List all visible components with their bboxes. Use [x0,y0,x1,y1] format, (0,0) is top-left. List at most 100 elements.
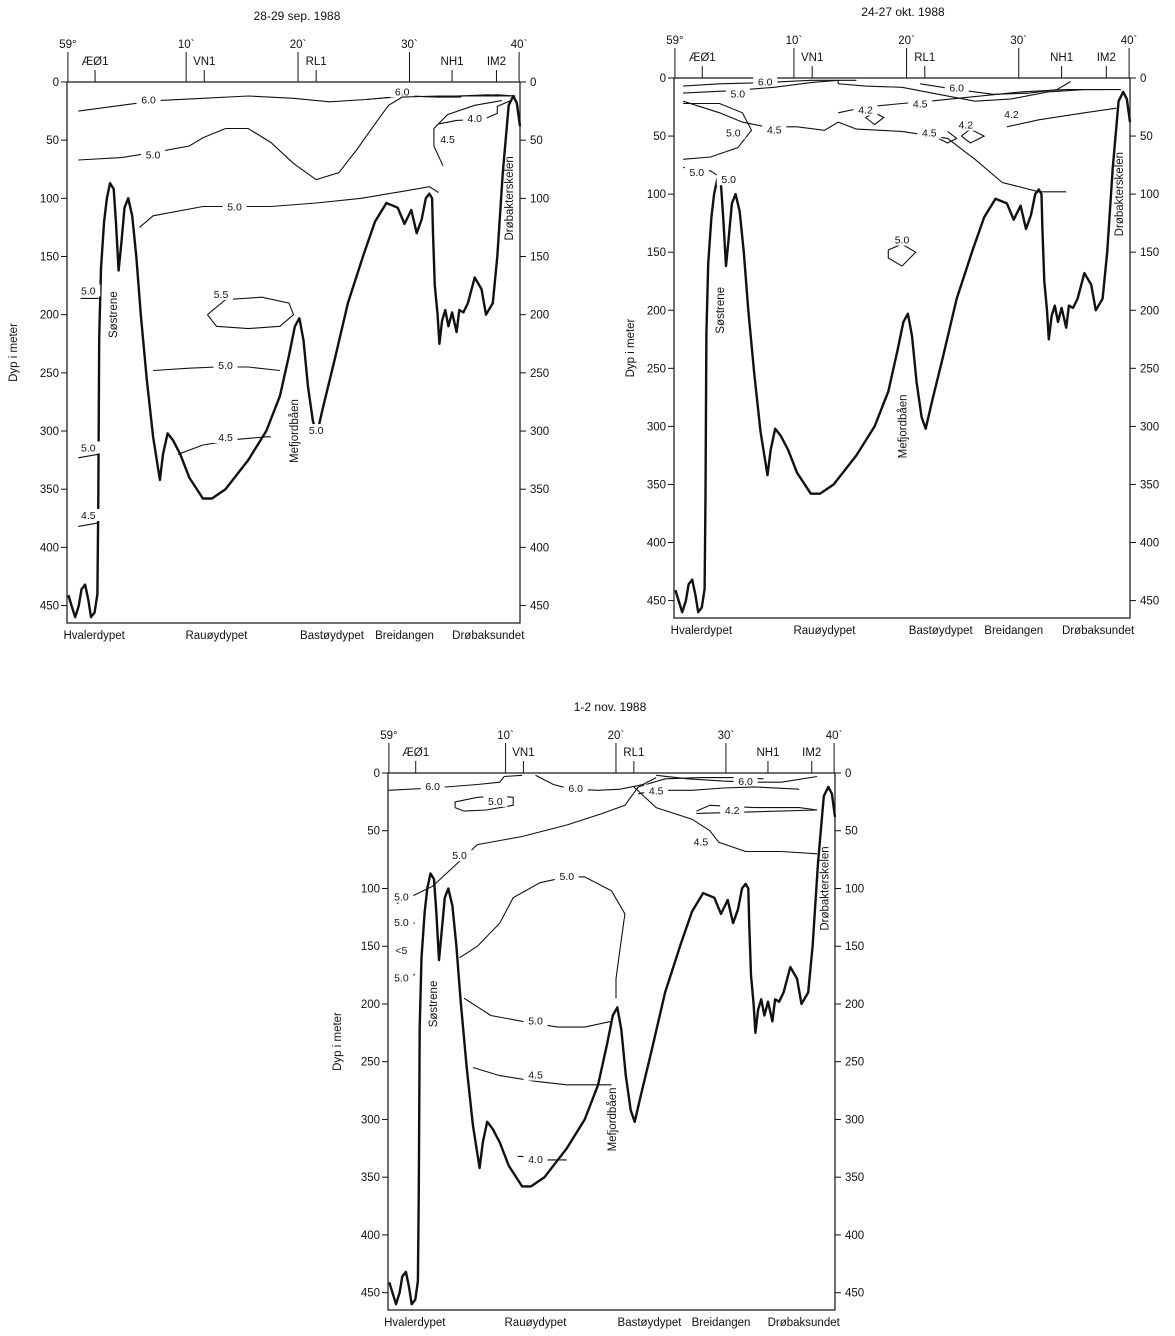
isoline [78,522,99,527]
lon-label: 40` [1121,35,1138,47]
sostrene-label: Søstrene [108,291,120,338]
y-tick-label-right: 400 [1140,538,1159,550]
basin-label: Rauøydypet [185,630,248,642]
lon-label: 59° [59,39,76,51]
isoline-label-bg [209,287,234,300]
y-tick-label-left: 0 [53,77,59,89]
y-tick-label-left: 150 [40,252,59,264]
y-tick-label-right: 400 [530,542,549,554]
y-tick-label-right: 100 [1140,189,1159,201]
lon-label: 20` [608,730,625,742]
isoline-label: 5.0 [452,850,467,862]
y-tick-label-right: 300 [1140,421,1159,433]
y-tick-label-right: 150 [845,941,864,953]
isoline [438,100,512,125]
y-tick-label-right: 250 [1140,363,1159,375]
isoline-label-bg [390,85,415,98]
lon-label: 30` [1010,35,1027,47]
isoline-label-bg [890,233,914,246]
isoline-label: 5.5 [214,289,229,301]
panel-frame [66,81,521,624]
y-tick-label-left: 250 [40,368,59,380]
isoline-label: 5.0 [721,174,736,186]
isoline [433,100,502,167]
isoline-label: 4.0 [528,1154,543,1166]
isoline-label-bg [389,916,414,929]
station-label: VN1 [193,56,215,68]
isoline-label: 4.2 [959,120,974,132]
isoline-label-bg [523,1068,548,1081]
y-tick-label-right: 0 [1140,73,1146,85]
isoline [633,786,818,855]
isoline-label: 5.0 [488,796,503,808]
isoline-label: 4.5 [81,510,96,522]
isoline-label-bg [725,87,750,100]
isoline [682,100,1067,193]
y-tick-label-right: 450 [530,601,549,613]
isoline-label: 5.0 [394,892,409,904]
y-tick-label-left: 100 [647,189,666,201]
isoline-label: 5.0 [218,360,233,372]
isoline-label: 5.0 [309,425,324,437]
isoline-label-bg [953,118,978,131]
isoline [206,296,295,330]
basin-label: Hvalerdypet [63,630,125,642]
basin-label: Rauøydypet [505,1317,568,1329]
isoline-label: 5.0 [81,442,96,454]
isoline-label: 6.0 [425,781,440,793]
isoline [960,128,986,144]
isoline-label-bg [462,112,487,125]
isoline-label-bg [523,1152,548,1165]
isoline-label: 6.0 [568,783,583,795]
isoline-label-bg [853,103,878,116]
y-tick-label-left: 200 [647,305,666,317]
y-tick-label-left: 450 [647,596,666,608]
y-tick-label-left: 400 [361,1230,380,1242]
y-tick-label-right: 450 [1140,596,1159,608]
mefjordbaen-label: Mefjordbåen [898,394,910,458]
isoline-label: 5.0 [895,235,910,247]
isoline-label: 5.0 [146,149,161,161]
lon-label: 20` [898,35,915,47]
y-tick-label-right: 300 [845,1114,864,1126]
isoline-label-bg [222,200,247,213]
station-label: IM2 [1097,52,1116,64]
isoline [396,777,764,904]
y-tick-label-right: 100 [530,193,549,205]
station-label: NH1 [756,747,779,759]
y-tick-label-left: 350 [40,484,59,496]
y-tick-label-left: 50 [46,135,59,147]
isoline-label: 4.5 [218,432,233,444]
isoline-label-bg [644,784,669,797]
basin-label: Bastøydypet [909,625,974,637]
station-label: ÆØ1 [82,56,109,68]
sostrene-label: Søstrene [428,981,440,1028]
y-tick-label-right: 50 [1140,131,1153,143]
isoline-label-bg [141,148,166,161]
isoline-label-bg [523,1014,548,1027]
isoline [535,774,657,791]
basin-label: Drøbaksundet [452,630,525,642]
basin-label: Breidangen [984,625,1043,637]
isoline-label-bg [721,126,746,139]
isoline-label: 6.0 [141,95,156,107]
y-tick-label-right: 300 [530,426,549,438]
y-tick-label-left: 400 [647,538,666,550]
y-tick-label-right: 200 [845,999,864,1011]
y-tick-label-left: 450 [40,601,59,613]
y-tick-label-left: 100 [40,193,59,205]
y-tick-label-right: 350 [845,1172,864,1184]
isoline [683,79,1121,102]
isoline [459,876,626,999]
isoline-label-bg [733,775,758,788]
isoline [177,436,271,455]
isoline-label: 5.0 [394,917,409,929]
station-label: IM2 [487,56,506,68]
isoline-label: 4.5 [694,836,709,848]
isoline [472,1066,612,1086]
sea-floor-profile [388,785,837,1306]
panel-title: 28-29 sep. 1988 [254,9,341,23]
isoline-label-bg [762,123,787,136]
isoline-label: 6.0 [395,86,410,98]
lon-label: 10` [497,730,514,742]
